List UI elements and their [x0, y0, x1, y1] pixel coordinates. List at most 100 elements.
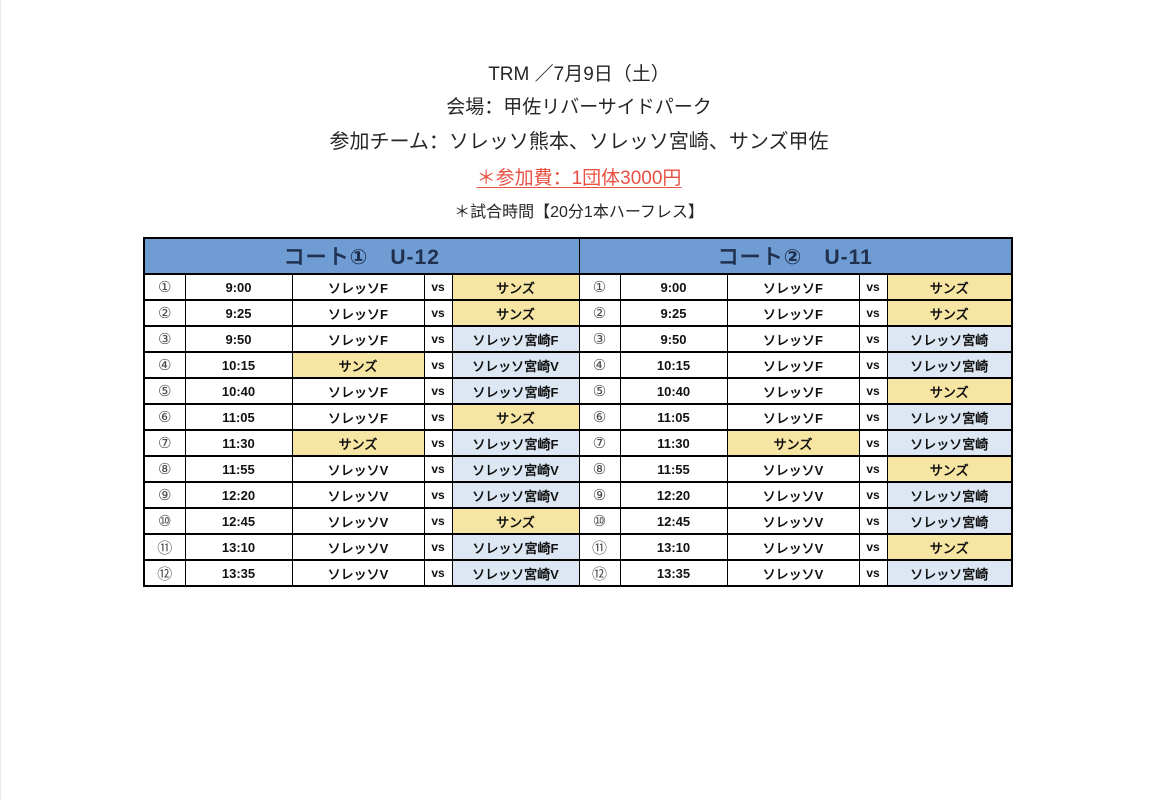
match-row: ② 9:25 ソレッソF vs サンズ ② 9:25 ソレッソF vs サンズ [143, 299, 1013, 327]
away-team-cell: ソレッソ宮崎F [451, 325, 580, 353]
away-team-cell: ソレッソ宮崎 [886, 325, 1013, 353]
home-team-cell: ソレッソF [726, 299, 860, 327]
match-time-cell: 9:00 [619, 273, 728, 301]
match-number-cell: ③ [578, 325, 621, 353]
event-title: TRM ／7月9日（土） [488, 64, 670, 85]
match-number-cell: ⑤ [578, 377, 621, 405]
match-time-cell: 9:50 [619, 325, 728, 353]
away-team-cell: サンズ [451, 273, 580, 301]
away-team-cell: サンズ [886, 377, 1013, 405]
away-team-cell: サンズ [886, 455, 1013, 483]
vs-label: vs [423, 507, 453, 535]
match-number-cell: ① [143, 273, 186, 301]
vs-label: vs [423, 273, 453, 301]
match-time-cell: 9:25 [619, 299, 728, 327]
match-number-cell: ② [578, 299, 621, 327]
away-team-cell: ソレッソ宮崎V [451, 455, 580, 483]
match-number-cell: ⑥ [143, 403, 186, 431]
match-time-cell: 13:35 [619, 559, 728, 587]
vs-label: vs [858, 299, 888, 327]
home-team-cell: ソレッソF [726, 403, 860, 431]
home-team-cell: ソレッソF [291, 325, 425, 353]
match-number-cell: ① [578, 273, 621, 301]
court-2-header: コート② U-11 [578, 237, 1013, 275]
match-time-cell: 9:25 [184, 299, 293, 327]
match-time-cell: 12:45 [619, 507, 728, 535]
match-time-cell: 11:05 [184, 403, 293, 431]
match-row: ④ 10:15 サンズ vs ソレッソ宮崎V ④ 10:15 ソレッソF vs ソレッソ宮崎 [143, 351, 1013, 379]
away-team-cell: ソレッソ宮崎F [451, 377, 580, 405]
away-team-cell: ソレッソ宮崎F [451, 429, 580, 457]
away-team-cell: ソレッソ宮崎 [886, 403, 1013, 431]
match-time-cell: 13:35 [184, 559, 293, 587]
vs-label: vs [423, 559, 453, 587]
vs-label: vs [423, 533, 453, 561]
match-time-cell: 13:10 [619, 533, 728, 561]
home-team-cell: ソレッソV [726, 481, 860, 509]
home-team-cell: ソレッソV [291, 455, 425, 483]
home-team-cell: サンズ [291, 429, 425, 457]
match-time-cell: 13:10 [184, 533, 293, 561]
venue-line: 会場：甲佐リバーサイドパーク [446, 97, 712, 118]
vs-label: vs [423, 325, 453, 353]
match-number-cell: ⑪ [143, 533, 186, 561]
away-team-cell: サンズ [886, 533, 1013, 561]
home-team-cell: ソレッソF [291, 377, 425, 405]
match-time-cell: 11:30 [619, 429, 728, 457]
home-team-cell: ソレッソV [726, 507, 860, 535]
vs-label: vs [423, 455, 453, 483]
away-team-cell: ソレッソ宮崎 [886, 559, 1013, 587]
vs-label: vs [858, 377, 888, 405]
match-row: ⑧ 11:55 ソレッソV vs ソレッソ宮崎V ⑧ 11:55 ソレッソV vs サンズ [143, 455, 1013, 483]
match-number-cell: ⑥ [578, 403, 621, 431]
away-team-cell: ソレッソ宮崎 [886, 481, 1013, 509]
match-row: ① 9:00 ソレッソF vs サンズ ① 9:00 ソレッソF vs サンズ [143, 273, 1013, 301]
court-1-header: コート① U-12 [143, 237, 580, 275]
fee-note: ＊参加費：1団体3000円 [476, 168, 682, 189]
match-number-cell: ⑧ [578, 455, 621, 483]
home-team-cell: ソレッソF [726, 377, 860, 405]
home-team-cell: サンズ [291, 351, 425, 379]
home-team-cell: ソレッソV [291, 559, 425, 587]
match-time-cell: 10:15 [619, 351, 728, 379]
home-team-cell: ソレッソF [726, 273, 860, 301]
away-team-cell: サンズ [451, 507, 580, 535]
match-time-cell: 10:15 [184, 351, 293, 379]
vs-label: vs [858, 325, 888, 353]
match-number-cell: ⑤ [143, 377, 186, 405]
away-team-cell: ソレッソ宮崎F [451, 533, 580, 561]
match-time-cell: 9:00 [184, 273, 293, 301]
home-team-cell: ソレッソF [291, 299, 425, 327]
match-time-cell: 11:55 [619, 455, 728, 483]
match-time-cell: 12:20 [184, 481, 293, 509]
schedule-table-wrap: コート① U-12 コート② U-11 ① 9:00 ソレッソF vs サンズ ① 9:00… [143, 237, 1156, 587]
match-time-cell: 12:20 [619, 481, 728, 509]
home-team-cell: ソレッソF [291, 273, 425, 301]
vs-label: vs [858, 429, 888, 457]
match-time-cell: 12:45 [184, 507, 293, 535]
match-row: ⑩ 12:45 ソレッソV vs サンズ ⑩ 12:45 ソレッソV vs ソレッソ宮崎 [143, 507, 1013, 535]
home-team-cell: ソレッソV [291, 481, 425, 509]
match-number-cell: ⑫ [578, 559, 621, 587]
match-number-cell: ⑪ [578, 533, 621, 561]
home-team-cell: ソレッソV [291, 533, 425, 561]
match-number-cell: ⑩ [143, 507, 186, 535]
vs-label: vs [858, 481, 888, 509]
court-header-row: コート① U-12 コート② U-11 [143, 237, 1013, 275]
match-number-cell: ③ [143, 325, 186, 353]
vs-label: vs [423, 351, 453, 379]
match-time-cell: 11:05 [619, 403, 728, 431]
match-number-cell: ④ [578, 351, 621, 379]
vs-label: vs [423, 377, 453, 405]
vs-label: vs [858, 559, 888, 587]
vs-label: vs [858, 403, 888, 431]
match-row: ⑥ 11:05 ソレッソF vs サンズ ⑥ 11:05 ソレッソF vs ソレッソ宮崎 [143, 403, 1013, 431]
schedule-body: ① 9:00 ソレッソF vs サンズ ① 9:00 ソレッソF vs サンズ ② 9:25 ソレッソF… [143, 273, 1013, 587]
away-team-cell: ソレッソ宮崎V [451, 351, 580, 379]
home-team-cell: ソレッソV [726, 559, 860, 587]
away-team-cell: サンズ [886, 299, 1013, 327]
vs-label: vs [858, 273, 888, 301]
away-team-cell: サンズ [451, 403, 580, 431]
match-row: ⑤ 10:40 ソレッソF vs ソレッソ宮崎F ⑤ 10:40 ソレッソF vs サンズ [143, 377, 1013, 405]
match-time-cell: 10:40 [619, 377, 728, 405]
